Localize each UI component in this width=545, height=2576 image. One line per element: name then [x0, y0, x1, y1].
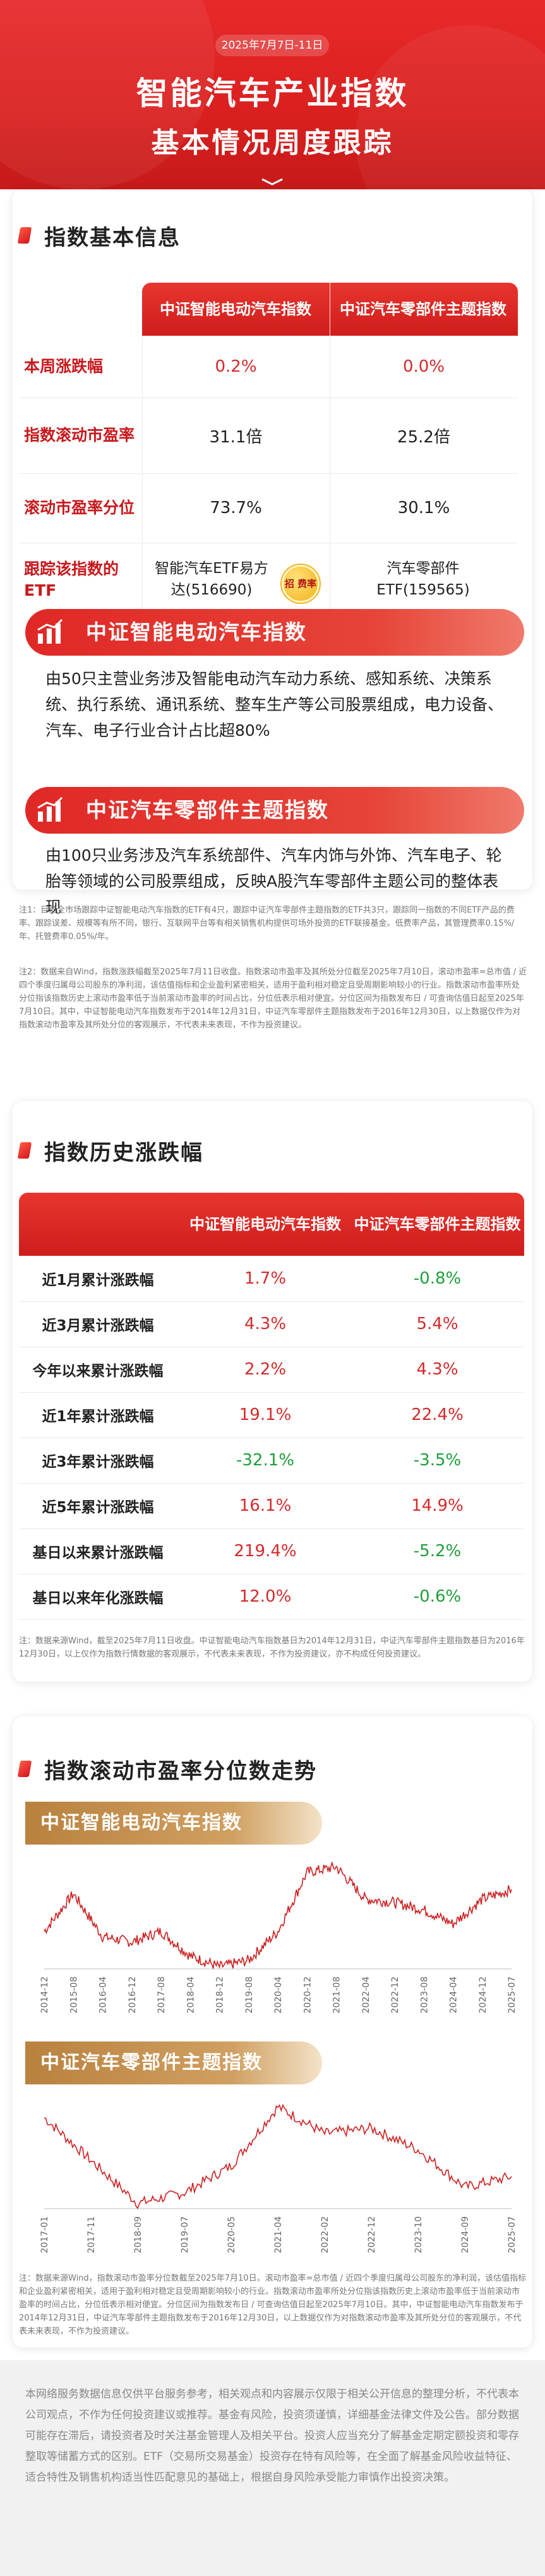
heading-marker-icon — [17, 1761, 32, 1777]
index1-banner: 中证智能电动汽车指数 — [25, 609, 524, 656]
col-header-2: 中证汽车零部件主题指数 — [340, 300, 506, 318]
pe-percentile-line — [44, 2103, 512, 2209]
history-row-label: 近1年累计涨跌幅 — [42, 1409, 154, 1425]
hist-col-header-1: 中证智能电动汽车指数 — [189, 1215, 341, 1233]
x-tick-label: 2020-12 — [302, 1976, 313, 2014]
history-value-1: 2.2% — [244, 1360, 287, 1379]
history-value-2: -5.2% — [413, 1542, 462, 1561]
x-tick-label: 2020-05 — [227, 2216, 237, 2254]
row-label-pe-percentile: 滚动市盈率分位 — [24, 499, 135, 517]
history-row-label: 近1月累计涨跌幅 — [42, 1272, 154, 1289]
x-tick-label: 2023-10 — [414, 2216, 424, 2254]
history-value-2: 22.4% — [411, 1405, 464, 1424]
x-tick-label: 2022-12 — [390, 1976, 400, 2014]
history-value-1: 19.1% — [239, 1405, 292, 1424]
section-heading-basic: 指数基本信息 — [17, 220, 181, 251]
history-value-2: -3.5% — [413, 1451, 462, 1470]
history-value-2: 14.9% — [411, 1496, 464, 1515]
x-tick-label: 2018-09 — [133, 2216, 143, 2254]
history-value-1: 219.4% — [234, 1542, 297, 1561]
page-title: 智能汽车产业指数 — [136, 75, 409, 112]
x-tick-label: 2024-04 — [449, 1976, 459, 2014]
pe-percentile-value-2: 30.1% — [397, 499, 450, 517]
date-range: 2025年7月7日-11日 — [215, 35, 329, 56]
disclaimer-text: 本网络服务数据信息仅供平台服务参考，相关观点和内容展示仅限于相关公开信息的整理分… — [25, 2388, 519, 2484]
history-row-label: 近5年累计涨跌幅 — [42, 1499, 154, 1516]
weekly-change-value-1: 0.2% — [215, 357, 257, 376]
x-tick-label: 2020-04 — [273, 1976, 284, 2014]
history-row-label: 近3月累计涨跌幅 — [42, 1318, 154, 1334]
history-value-2: -0.6% — [413, 1587, 462, 1606]
x-tick-label: 2022-02 — [320, 2216, 330, 2254]
index2-banner: 中证汽车零部件主题指数 — [25, 787, 524, 834]
chart1-title: 中证智能电动汽车指数 — [25, 1802, 322, 1845]
history-row-label: 近3年累计涨跌幅 — [42, 1454, 154, 1470]
x-tick-label: 2023-08 — [419, 1976, 429, 2014]
chart1-pe-percentile: 2014-12 2015-08 2016-04 2016-12 2017-08 2018-… — [40, 1861, 517, 2014]
history-value-1: -32.1% — [236, 1451, 294, 1470]
x-tick-label: 2016-04 — [99, 1976, 109, 2014]
bar-chart-icon — [37, 796, 63, 822]
x-tick-label: 2017-01 — [40, 2216, 50, 2254]
bar-chart-icon — [37, 618, 63, 644]
pe-value-2: 25.2倍 — [397, 427, 450, 447]
row-label-weekly-change: 本周涨跌幅 — [24, 357, 104, 375]
x-tick-label: 2015-08 — [69, 1976, 79, 2014]
low-fee-badge-icon: 招 费率 — [282, 565, 320, 603]
x-tick-label: 2025-07 — [507, 2216, 517, 2254]
etf-name-1[interactable]: 智能汽车ETF易方达(516690) — [155, 560, 268, 598]
history-value-2: 5.4% — [416, 1315, 458, 1333]
x-tick-label: 2016-12 — [128, 1976, 138, 2014]
x-tick-label: 2014-12 — [40, 1976, 50, 2014]
history-row-label: 今年以来累计涨跌幅 — [32, 1363, 164, 1380]
etf-name-2[interactable]: 汽车零部件ETF(159565) — [376, 560, 470, 598]
weekly-change-value-2: 0.0% — [402, 357, 445, 376]
header-banner: 2025年7月7日-11日 智能汽车产业指数 基本情况周度跟踪 — [0, 0, 545, 189]
pe-percentile-line — [44, 1861, 512, 1970]
index2-description: 由100只业务涉及汽车系统部件、汽车内饰与外饰、汽车电子、轮胎等领域的公司股票组… — [45, 846, 502, 916]
history-row-label: 基日以来累计涨跌幅 — [32, 1545, 164, 1561]
x-tick-label: 2019-07 — [180, 2216, 190, 2254]
chart2-pe-percentile: 2017-01 2017-11 2018-09 2019-07 2020-05 2021-… — [40, 2103, 517, 2254]
x-tick-label: 2022-04 — [361, 1976, 371, 2014]
history-value-1: 16.1% — [239, 1496, 292, 1515]
row-label-etf: 跟踪该指数的ETF — [24, 560, 119, 600]
index1-description: 由50只主营业务涉及智能电动汽车动力系统、感知系统、决策系统、执行系统、通讯系统… — [45, 670, 504, 740]
history-table-header — [19, 1193, 524, 1256]
history-row-label: 基日以来年化涨跌幅 — [32, 1590, 164, 1607]
hist-col-header-2: 中证汽车零部件主题指数 — [354, 1215, 521, 1233]
col-header-1: 中证智能电动汽车指数 — [160, 300, 311, 318]
history-value-1: 12.0% — [239, 1587, 292, 1606]
heading-marker-icon — [17, 227, 32, 244]
pe-percentile-value-1: 73.7% — [210, 499, 262, 517]
chevron-down-icon — [261, 178, 283, 186]
chart2-title: 中证汽车零部件主题指数 — [25, 2041, 322, 2084]
note-etf: 注1：目前全市场跟踪中证智能电动汽车指数的ETF有4只，跟踪中证汽车零部件主题指… — [19, 906, 515, 942]
x-tick-label: 2021-08 — [332, 1976, 342, 2014]
pe-value-1: 31.1倍 — [209, 427, 263, 447]
pe-trend-note: 注：数据来源Wind，指数滚动市盈率分位数截至2025年7月10日。滚动市盈率=… — [19, 2274, 527, 2336]
section-heading-history: 指数历史涨跌幅 — [17, 1135, 203, 1166]
row-label-pe: 指数滚动市盈率 — [24, 426, 135, 444]
x-tick-label: 2017-08 — [157, 1976, 167, 2014]
history-note: 注：数据来源Wind，截至2025年7月11日收盘。中证智能电动汽车指数基日为2… — [19, 1636, 525, 1659]
x-tick-label: 2021-04 — [273, 2216, 284, 2254]
x-tick-label: 2017-11 — [87, 2216, 97, 2254]
history-value-1: 4.3% — [244, 1315, 287, 1333]
disclaimer-footer: 本网络服务数据信息仅供平台服务参考，相关观点和内容展示仅限于相关公开信息的整理分… — [0, 2360, 545, 2576]
history-value-2: -0.8% — [413, 1269, 462, 1288]
page-subtitle: 基本情况周度跟踪 — [151, 127, 394, 159]
x-tick-label: 2018-04 — [186, 1976, 196, 2014]
x-tick-label: 2018-12 — [215, 1976, 225, 2014]
x-tick-label: 2019-08 — [244, 1976, 255, 2014]
heading-marker-icon — [17, 1142, 32, 1159]
section-heading-pe-trend: 指数滚动市盈率分位数走势 — [17, 1753, 317, 1785]
history-value-2: 4.3% — [416, 1360, 458, 1379]
x-tick-label: 2024-09 — [460, 2216, 470, 2254]
x-tick-label: 2022-12 — [367, 2216, 377, 2254]
x-tick-label: 2024-12 — [478, 1976, 488, 2014]
history-value-1: 1.7% — [244, 1269, 287, 1288]
x-tick-label: 2025-07 — [507, 1976, 517, 2014]
note-pe: 注2：数据来自Wind，指数涨跌幅截至2025年7月11日收盘。指数滚动市盈率及… — [19, 967, 527, 1030]
